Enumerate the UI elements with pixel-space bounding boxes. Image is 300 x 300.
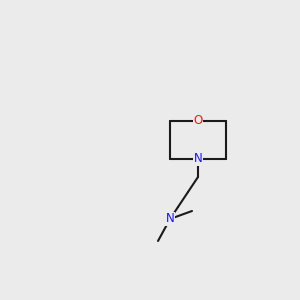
Text: N: N [194,152,202,166]
Text: O: O [194,115,202,128]
Text: N: N [166,212,174,226]
